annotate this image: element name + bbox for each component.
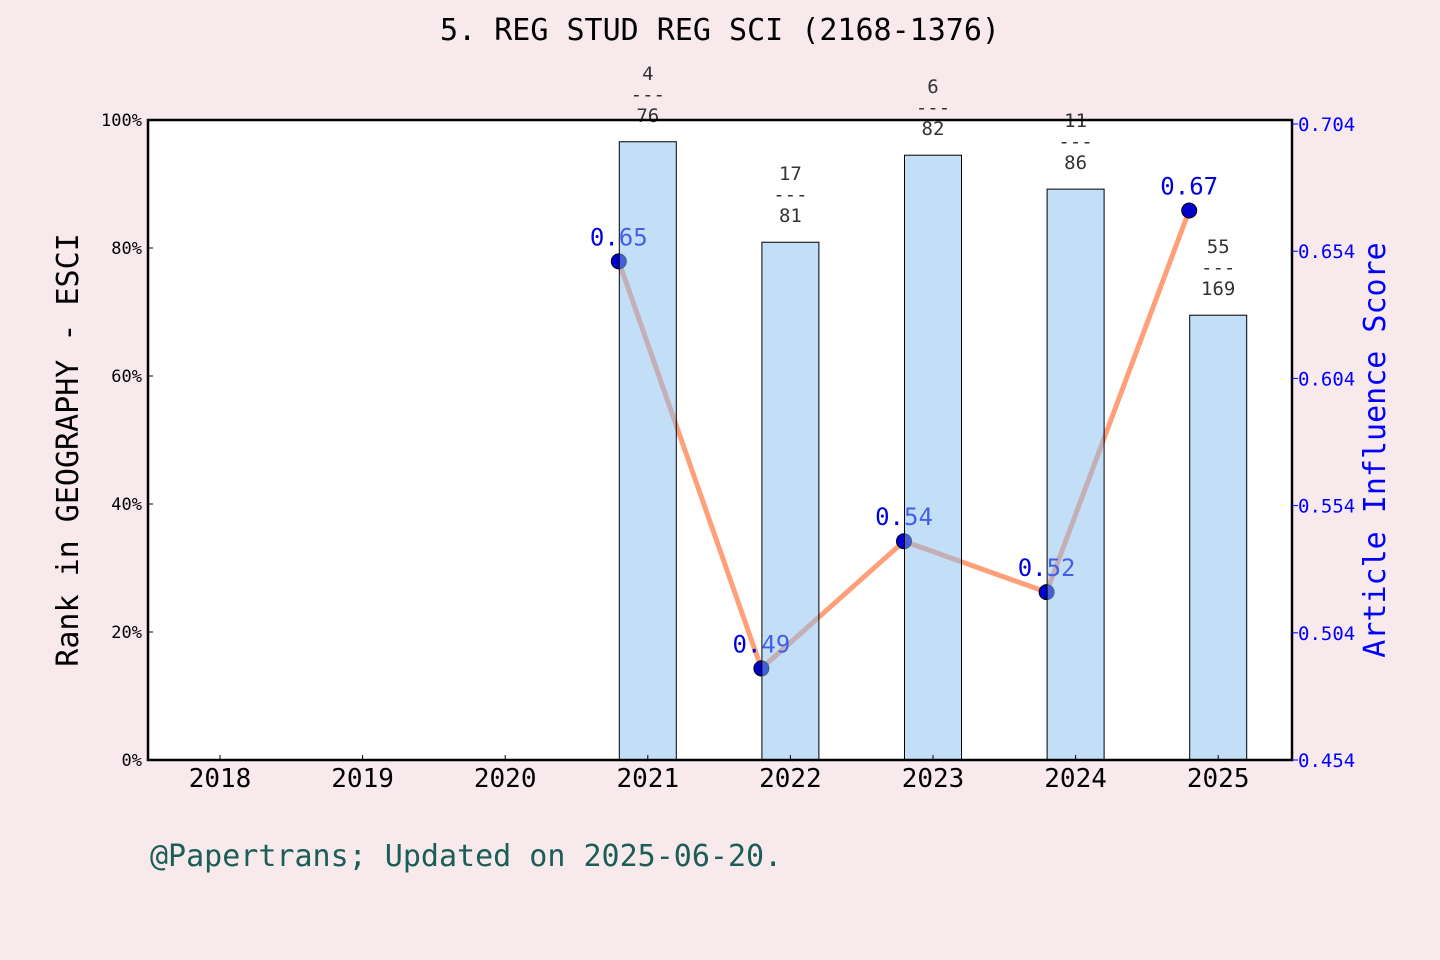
y-tick-label: 0% (122, 751, 142, 771)
bar-rank-label: 55 (1207, 236, 1230, 258)
chart-title: 5. REG STUD REG SCI (2168-1376) (440, 13, 1000, 48)
bar (1046, 188, 1105, 761)
plot-frame (146, 118, 1294, 762)
y-right-tick-label: 0.454 (1298, 750, 1355, 772)
bar (1189, 314, 1248, 761)
line-marker (1181, 202, 1198, 219)
bar (618, 141, 677, 761)
y-right-tick-label: 0.504 (1298, 623, 1355, 645)
bar-rank-label: 4 (642, 63, 653, 85)
bar-total-label: 76 (636, 105, 659, 127)
line-value-label: 0.67 (1160, 172, 1218, 200)
x-tick-label: 2023 (902, 764, 965, 794)
bar-divider: --- (916, 97, 950, 119)
bar-divider: --- (1058, 131, 1092, 153)
bar (904, 154, 962, 761)
y-tick-label: 100% (101, 111, 142, 131)
bar-total-label: 169 (1201, 278, 1235, 300)
x-tick-label: 2021 (616, 764, 679, 794)
bar-total-label: 86 (1064, 152, 1087, 174)
bar-rank-label: 17 (779, 163, 802, 185)
x-tick-label: 2020 (474, 764, 537, 794)
x-tick-label: 2022 (759, 764, 822, 794)
x-tick-label: 2024 (1044, 764, 1107, 794)
bar-total-label: 82 (922, 118, 945, 140)
y-tick-label: 40% (111, 495, 142, 515)
y-right-tick-label: 0.704 (1298, 114, 1355, 136)
bar (761, 241, 820, 761)
y-right-tick-label: 0.654 (1298, 241, 1355, 263)
bar-divider: --- (773, 184, 807, 206)
y-tick-label: 80% (111, 239, 142, 259)
bar-total-label: 81 (779, 205, 802, 227)
y-right-tick-label: 0.604 (1298, 368, 1355, 390)
bar-divider: --- (1201, 257, 1235, 279)
bar-rank-label: 6 (927, 76, 938, 98)
y-axis-right-label: Article Influence Score (1358, 242, 1393, 657)
x-tick-label: 2025 (1187, 764, 1250, 794)
y-tick-label: 60% (111, 367, 142, 387)
y-right-tick-label: 0.554 (1298, 496, 1355, 518)
bar-divider: --- (631, 84, 665, 106)
y-axis-label: Rank in GEOGRAPHY - ESCI (51, 233, 86, 666)
x-tick-label: 2019 (331, 764, 394, 794)
x-tick-label: 2018 (189, 764, 252, 794)
plot-area (148, 120, 1292, 760)
footer-text: @Papertrans; Updated on 2025-06-20. (150, 839, 782, 874)
y-tick-label: 20% (111, 623, 142, 643)
